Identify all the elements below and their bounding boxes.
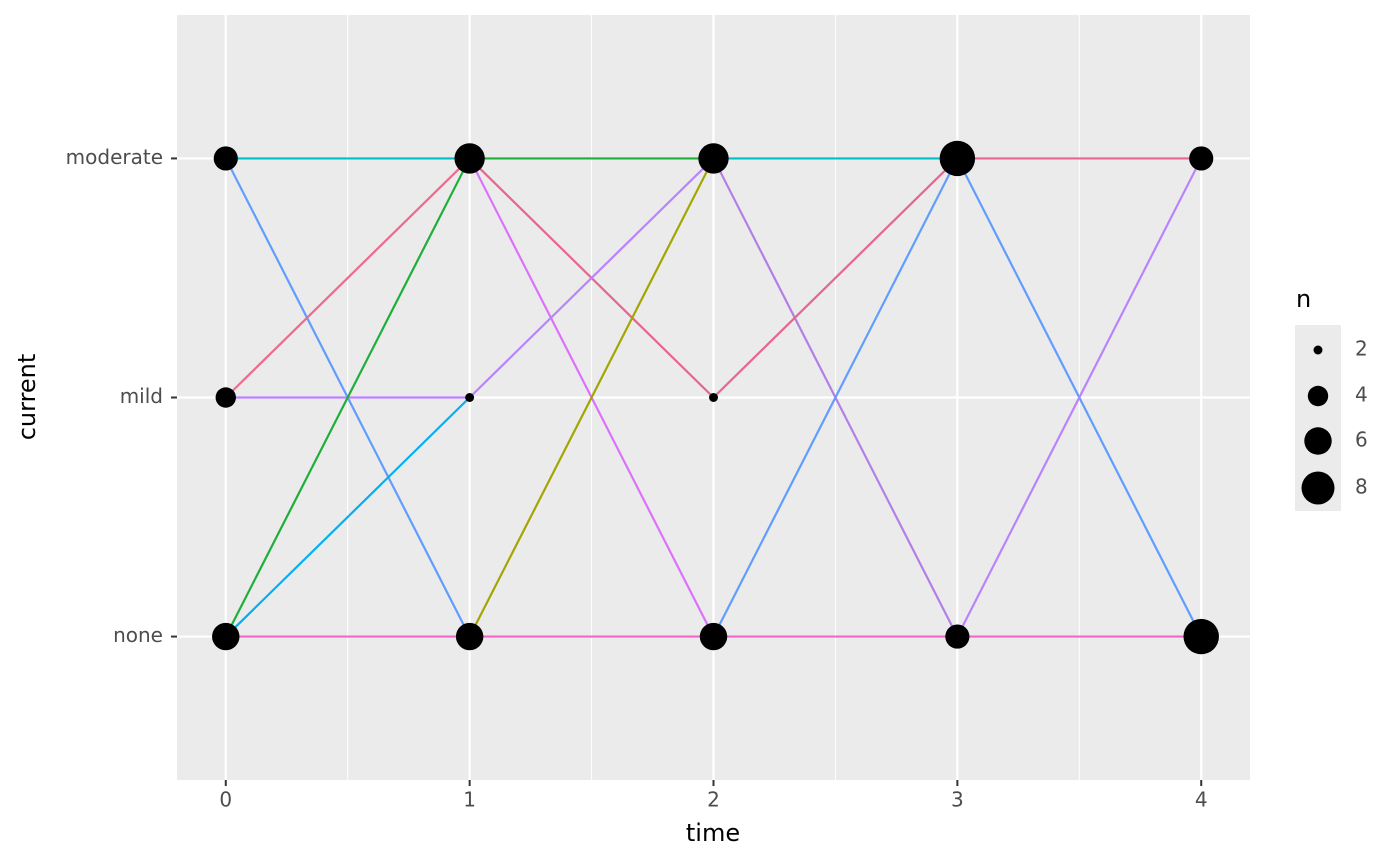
x-tick-label: 2	[707, 788, 720, 812]
point	[1183, 618, 1219, 655]
point	[455, 622, 484, 651]
x-tick-label: 4	[1195, 788, 1208, 812]
transition-line	[468, 157, 715, 399]
transition-line	[224, 157, 471, 638]
y-tick-label: moderate	[66, 145, 163, 169]
transition-line	[225, 396, 471, 638]
y-axis-title: current	[13, 354, 41, 441]
legend-label: 2	[1355, 337, 1368, 361]
point	[945, 624, 970, 649]
point	[698, 143, 729, 174]
point	[699, 622, 728, 651]
x-tick-label: 1	[463, 788, 476, 812]
legend-key	[1307, 385, 1329, 407]
legend-label: 8	[1355, 475, 1368, 499]
legend-label: 6	[1355, 428, 1368, 452]
x-tick-label: 3	[951, 788, 964, 812]
legend-label: 4	[1355, 383, 1368, 407]
x-axis-title: time	[686, 819, 740, 847]
transition-line	[225, 157, 471, 399]
legend-title: n	[1296, 285, 1311, 313]
transition-line	[712, 157, 959, 638]
point	[1189, 146, 1214, 171]
transition-line	[712, 157, 959, 399]
y-tick-label: none	[113, 623, 163, 647]
legend-key	[1301, 471, 1335, 505]
transition-line	[956, 157, 1203, 638]
point	[212, 622, 240, 651]
legend-key	[1313, 345, 1323, 355]
point	[939, 140, 976, 177]
point	[709, 393, 718, 402]
legend-key	[1304, 427, 1332, 455]
point	[213, 146, 238, 171]
point	[465, 393, 475, 402]
x-tick-label: 0	[219, 788, 232, 812]
point	[454, 143, 485, 174]
point	[215, 387, 236, 408]
y-tick-label: mild	[120, 384, 163, 408]
transition-line	[468, 157, 715, 638]
